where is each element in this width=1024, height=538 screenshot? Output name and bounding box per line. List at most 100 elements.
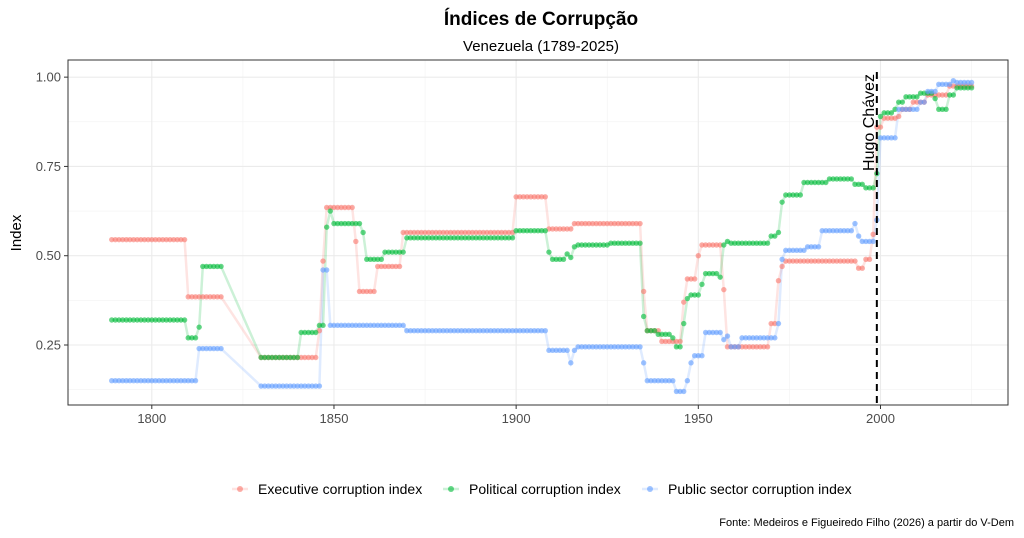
x-tick-label: 1900 [502,411,531,426]
political-data-point [968,85,975,91]
public-data-point [542,328,548,334]
political-data-point [848,176,855,182]
executive-data-point [852,258,858,264]
political-data-point [323,224,330,230]
political-data-point [327,208,334,214]
public-data-point [670,378,676,384]
executive-data-point [691,276,698,282]
public-data-point [921,99,927,105]
public-data-point [848,228,855,234]
executive-data-point [542,194,548,200]
political-data-point [666,331,672,337]
public-data-point [681,388,687,395]
x-tick-label: 2000 [866,411,895,426]
public-data-point [568,360,574,366]
political-data-point [560,256,567,262]
political-data-point [568,254,574,261]
political-data-point [699,281,705,287]
political-data-point [914,94,920,100]
executive-data-point [320,258,326,264]
executive-data-point [637,220,643,227]
executive-data-point [218,294,224,300]
grid [68,60,1008,405]
executive-legend-label: Executive corruption index [258,481,422,497]
public-legend-point [647,486,653,492]
executive-data-point [779,263,785,270]
y-tick-label: 0.75 [36,159,61,174]
political-data-point [899,99,906,105]
executive-data-point [371,288,377,295]
political-data-point [360,229,366,236]
political-data-point [181,317,188,323]
political-data-point [546,249,552,255]
chart-title: Índices de Corrupção [444,8,638,30]
political-data-point [196,324,202,330]
public-data-point [735,344,742,350]
political-data-point [950,92,957,98]
public-data-point [914,106,920,112]
public-data-point [688,360,694,366]
public-data-point [564,347,570,354]
executive-data-point [349,204,355,211]
public-data-point [801,247,807,254]
public-data-point [721,336,727,343]
executive-data-point [677,338,683,345]
public-data-point [699,353,705,359]
public-data-point [772,335,778,341]
executive-data-point [568,226,574,232]
political-series-line [111,86,972,359]
public-data-point [637,344,643,350]
political-data-point [640,313,647,320]
executive-data-point [764,344,771,350]
political-data-point [717,274,723,280]
public-data-point [947,81,953,87]
executive-data-point [681,299,687,305]
x-tick-label: 1800 [137,411,166,426]
public-data-point [684,378,691,384]
political-data-point [684,295,691,302]
public-data-point [932,88,938,95]
executive-legend-point [237,486,243,492]
political-data-point [542,228,548,234]
public-data-point [855,233,862,239]
public-data-point [717,329,723,336]
executive-data-point [775,278,782,284]
political-data-point [877,113,884,120]
executive-data-point [181,236,188,243]
public-data-point [892,135,898,141]
executive-data-point [870,231,876,237]
x-tick-label: 1850 [320,411,349,426]
political-data-point [356,220,363,227]
political-legend-label: Political corruption index [469,481,621,497]
political-data-point [320,322,326,329]
executive-data-point [866,256,873,262]
political-data-point [677,344,683,350]
political-data-point [378,256,385,262]
executive-data-point [396,263,403,270]
political-data-point [823,179,829,186]
caption: Fonte: Medeiros e Figueiredo Filho (2026… [719,517,1014,529]
executive-data-point [895,113,902,120]
public-data-point [870,238,876,245]
public-data-point [968,79,975,86]
axis-ticks: 1800 1850 1900 1950 2000 0.25 0.50 0.75 1.00 [36,70,895,426]
chart-subtitle: Venezuela (1789-2025) [463,38,619,55]
political-data-point [651,328,658,334]
executive-series-line [111,84,972,359]
executive-data-point [859,265,865,271]
political-data-point [772,233,778,239]
public-data-point [192,378,199,384]
plot-border [67,59,1009,406]
public-data-point [779,256,785,262]
political-data-point [564,251,570,257]
public-data-point [218,345,224,352]
y-tick-label: 1.00 [36,70,61,85]
annotation: Hugo Chávez [861,72,878,405]
executive-data-point [640,288,647,295]
executive-data-point [877,124,884,130]
chavez-label: Hugo Chávez [861,74,878,171]
public-data-point [852,220,858,227]
public-legend-label: Public sector corruption index [668,481,852,497]
